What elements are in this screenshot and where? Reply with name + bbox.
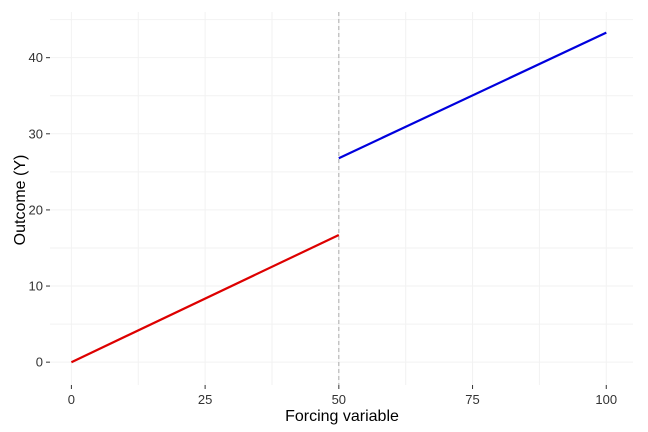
- series-line-1: [70, 234, 340, 364]
- y-axis-title: Outcome (Y): [12, 155, 29, 246]
- x-tick-label: 0: [68, 392, 75, 407]
- y-tick-label: 30: [29, 126, 43, 141]
- grid: [50, 12, 633, 385]
- series-line-2: [338, 31, 607, 160]
- x-tick-label: 50: [332, 392, 346, 407]
- y-tick-label: 10: [29, 279, 43, 294]
- tick-labels: 0 25 50 75 100 0 10 20 30 40: [29, 50, 618, 407]
- y-tick-label: 0: [36, 355, 43, 370]
- x-tick-label: 100: [595, 392, 617, 407]
- x-tick-label: 75: [465, 392, 479, 407]
- y-tick-label: 20: [29, 202, 43, 217]
- y-tick-label: 40: [29, 50, 43, 65]
- series-layer: [70, 31, 607, 364]
- x-axis-title: Forcing variable: [285, 408, 399, 425]
- x-tick-label: 25: [198, 392, 212, 407]
